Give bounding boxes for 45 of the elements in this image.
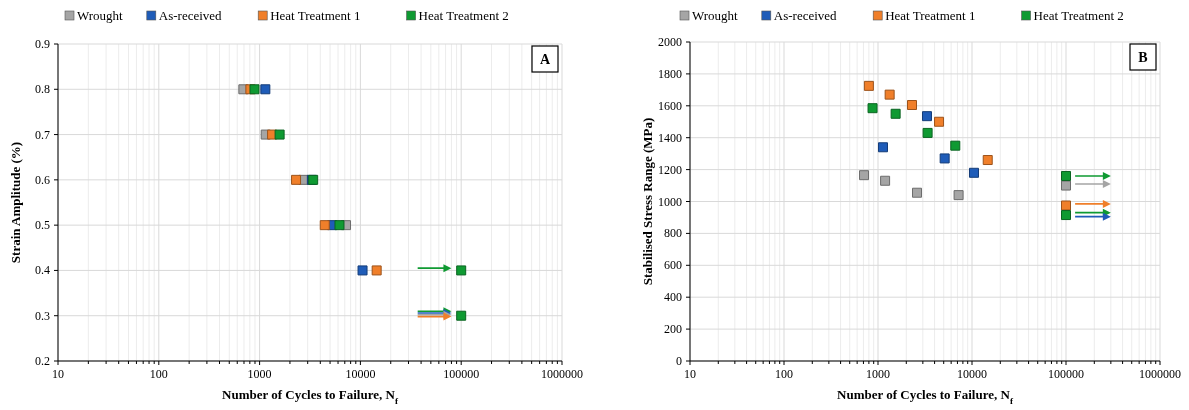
- y-tick-label: 1600: [658, 98, 682, 113]
- x-tick-label: 10000: [345, 367, 376, 381]
- x-tick-label: 100: [149, 367, 168, 381]
- legend-label: Wrought: [692, 8, 739, 23]
- legend-label: Heat Treatment 2: [1033, 8, 1124, 23]
- annotation: A: [539, 52, 551, 67]
- y-tick-label: 0.9: [35, 37, 50, 51]
- legend-label: Wrought: [77, 8, 124, 23]
- y-tick-label: 1400: [658, 130, 682, 145]
- y-tick-label: 600: [664, 258, 682, 273]
- y-tick-label: 0.7: [35, 127, 50, 142]
- x-axis-title: Number of Cycles to Failure, N$_{f}$: [837, 387, 1014, 406]
- legend-label: As-received: [158, 8, 223, 23]
- y-tick-label: 0: [676, 354, 682, 368]
- legend-label: Heat Treatment 2: [418, 8, 509, 23]
- legend-label: As-received: [773, 8, 838, 23]
- x-tick-label: 10: [52, 367, 64, 381]
- y-tick-label: 0.3: [35, 308, 50, 323]
- x-tick-label: 100000: [1048, 367, 1084, 381]
- y-tick-label: 2000: [658, 35, 682, 49]
- y-tick-label: 0.5: [35, 218, 50, 233]
- legend-label: Heat Treatment 1: [270, 8, 361, 23]
- legend-label: Heat Treatment 1: [885, 8, 976, 23]
- y-tick-label: 0.6: [35, 172, 50, 187]
- y-axis-title: Stabilised Stress Range (MPa): [640, 117, 655, 286]
- x-tick-label: 1000000: [541, 367, 583, 381]
- x-tick-label: 1000: [866, 367, 890, 381]
- y-tick-label: 1800: [658, 66, 682, 81]
- y-tick-label: 800: [664, 226, 682, 241]
- annotation: B: [1138, 50, 1148, 65]
- x-axis-title: Number of Cycles to Failure, N$_{f}$: [222, 387, 399, 406]
- x-tick-label: 10000: [957, 367, 987, 381]
- y-tick-label: 400: [664, 290, 682, 305]
- x-tick-label: 100: [775, 367, 793, 381]
- x-tick-label: 10: [684, 367, 696, 381]
- y-tick-label: 1000: [658, 194, 682, 209]
- y-tick-label: 200: [664, 322, 682, 337]
- y-axis-title: Strain Amplitude (%): [8, 141, 23, 264]
- y-tick-label: 0.2: [35, 354, 50, 368]
- x-tick-label: 1000: [247, 367, 272, 381]
- x-tick-label: 100000: [443, 367, 480, 381]
- x-tick-label: 1000000: [1139, 367, 1181, 381]
- y-tick-label: 1200: [658, 162, 682, 177]
- y-tick-label: 0.8: [35, 82, 50, 97]
- y-tick-label: 0.4: [35, 263, 50, 278]
